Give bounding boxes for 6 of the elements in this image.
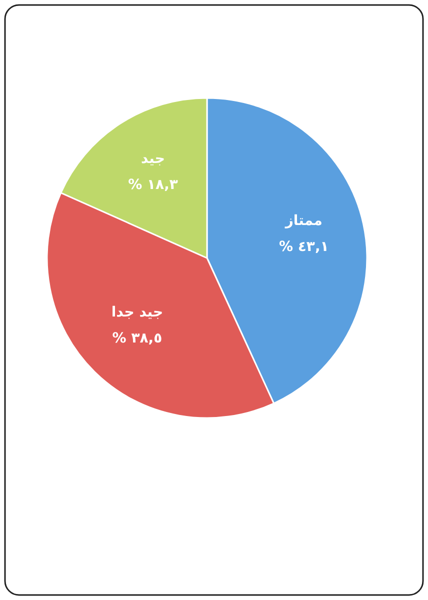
slice-label: ممتاز bbox=[284, 212, 322, 229]
slice-label: جيد bbox=[141, 150, 165, 167]
slice-label: جيد جدا bbox=[111, 304, 164, 321]
data-label: ٤٣,١ % bbox=[278, 238, 329, 255]
data-label: ١٨,٣ % bbox=[128, 176, 178, 193]
data-label: ٣٨,٥ % bbox=[112, 330, 162, 347]
